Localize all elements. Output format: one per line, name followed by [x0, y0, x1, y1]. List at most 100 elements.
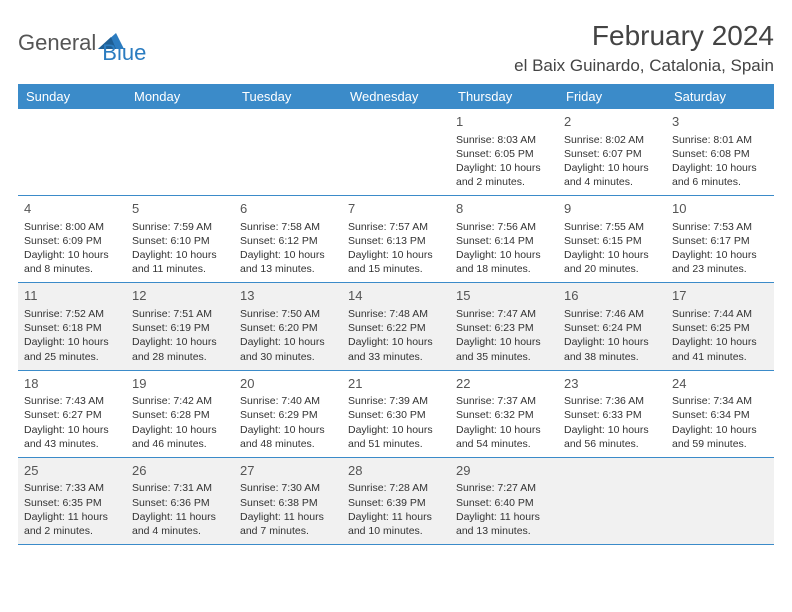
day-info-line: and 4 minutes. [132, 524, 228, 538]
day-info-line: Sunrise: 7:30 AM [240, 481, 336, 495]
day-info-line: Sunrise: 7:51 AM [132, 307, 228, 321]
day-cell: 19Sunrise: 7:42 AMSunset: 6:28 PMDayligh… [126, 371, 234, 457]
week-row: 25Sunrise: 7:33 AMSunset: 6:35 PMDayligh… [18, 458, 774, 545]
day-info-line: Daylight: 10 hours [348, 335, 444, 349]
day-info-line: Sunrise: 7:37 AM [456, 394, 552, 408]
day-info-line: Sunset: 6:19 PM [132, 321, 228, 335]
day-number: 20 [240, 375, 336, 393]
day-info-line: Sunset: 6:33 PM [564, 408, 660, 422]
day-number: 16 [564, 287, 660, 305]
day-info-line: and 20 minutes. [564, 262, 660, 276]
day-number: 10 [672, 200, 768, 218]
day-info-line: and 41 minutes. [672, 350, 768, 364]
day-info-line: Sunset: 6:36 PM [132, 496, 228, 510]
title-block: February 2024 el Baix Guinardo, Cataloni… [514, 20, 774, 76]
day-info-line: and 51 minutes. [348, 437, 444, 451]
day-info-line: and 23 minutes. [672, 262, 768, 276]
day-info-line: Sunset: 6:20 PM [240, 321, 336, 335]
day-info-line: Sunset: 6:12 PM [240, 234, 336, 248]
day-info-line: Sunset: 6:34 PM [672, 408, 768, 422]
day-cell: 29Sunrise: 7:27 AMSunset: 6:40 PMDayligh… [450, 458, 558, 544]
day-info-line: Sunrise: 7:40 AM [240, 394, 336, 408]
day-info-line: Sunrise: 7:43 AM [24, 394, 120, 408]
day-info-line: Sunset: 6:39 PM [348, 496, 444, 510]
day-cell: 21Sunrise: 7:39 AMSunset: 6:30 PMDayligh… [342, 371, 450, 457]
day-cell: 25Sunrise: 7:33 AMSunset: 6:35 PMDayligh… [18, 458, 126, 544]
day-number: 26 [132, 462, 228, 480]
day-info-line: Daylight: 10 hours [132, 335, 228, 349]
day-number: 29 [456, 462, 552, 480]
weekday-cell: Tuesday [234, 84, 342, 109]
day-cell: 26Sunrise: 7:31 AMSunset: 6:36 PMDayligh… [126, 458, 234, 544]
day-info-line: Sunset: 6:32 PM [456, 408, 552, 422]
day-number: 4 [24, 200, 120, 218]
day-info-line: Sunset: 6:14 PM [456, 234, 552, 248]
day-number: 7 [348, 200, 444, 218]
day-info-line: Sunrise: 8:02 AM [564, 133, 660, 147]
weekday-cell: Friday [558, 84, 666, 109]
day-info-line: and 13 minutes. [456, 524, 552, 538]
day-info-line: Daylight: 10 hours [564, 335, 660, 349]
day-info-line: and 54 minutes. [456, 437, 552, 451]
day-number: 14 [348, 287, 444, 305]
day-info-line: Daylight: 10 hours [564, 423, 660, 437]
day-number: 12 [132, 287, 228, 305]
day-number: 28 [348, 462, 444, 480]
weekday-cell: Saturday [666, 84, 774, 109]
day-info-line: Sunrise: 7:28 AM [348, 481, 444, 495]
page-header: General Blue February 2024 el Baix Guina… [18, 20, 774, 76]
day-cell: 9Sunrise: 7:55 AMSunset: 6:15 PMDaylight… [558, 196, 666, 282]
day-info-line: Sunrise: 7:53 AM [672, 220, 768, 234]
day-number: 1 [456, 113, 552, 131]
day-cell: 10Sunrise: 7:53 AMSunset: 6:17 PMDayligh… [666, 196, 774, 282]
day-info-line: Daylight: 11 hours [132, 510, 228, 524]
day-info-line: Sunset: 6:27 PM [24, 408, 120, 422]
day-number: 19 [132, 375, 228, 393]
day-number: 27 [240, 462, 336, 480]
day-cell: 12 Sunrise: 7:51 AMSunset: 6:19 PMDayligh… [126, 283, 234, 369]
day-cell [18, 109, 126, 195]
day-number: 8 [456, 200, 552, 218]
week-row: 18Sunrise: 7:43 AMSunset: 6:27 PMDayligh… [18, 371, 774, 458]
day-number: 9 [564, 200, 660, 218]
day-info-line: and 38 minutes. [564, 350, 660, 364]
day-info-line: Sunset: 6:05 PM [456, 147, 552, 161]
day-info-line: Sunset: 6:17 PM [672, 234, 768, 248]
day-info-line: Daylight: 10 hours [564, 248, 660, 262]
location-text: el Baix Guinardo, Catalonia, Spain [514, 56, 774, 76]
week-row: 11Sunrise: 7:52 AMSunset: 6:18 PMDayligh… [18, 283, 774, 370]
day-info-line: and 18 minutes. [456, 262, 552, 276]
day-info-line: Sunset: 6:38 PM [240, 496, 336, 510]
day-info-line: Sunrise: 7:57 AM [348, 220, 444, 234]
day-info-line: Sunset: 6:22 PM [348, 321, 444, 335]
day-info-line: and 56 minutes. [564, 437, 660, 451]
day-info-line: and 28 minutes. [132, 350, 228, 364]
day-info-line: Sunset: 6:25 PM [672, 321, 768, 335]
day-info-line: Sunrise: 7:52 AM [24, 307, 120, 321]
day-number: 2 [564, 113, 660, 131]
day-cell [126, 109, 234, 195]
week-row: 1Sunrise: 8:03 AMSunset: 6:05 PMDaylight… [18, 109, 774, 196]
day-info-line: Sunset: 6:10 PM [132, 234, 228, 248]
day-number: 22 [456, 375, 552, 393]
day-info-line: and 7 minutes. [240, 524, 336, 538]
day-cell [666, 458, 774, 544]
day-info-line: and 8 minutes. [24, 262, 120, 276]
day-info-line: and 46 minutes. [132, 437, 228, 451]
day-info-line: Daylight: 10 hours [672, 335, 768, 349]
day-info-line: Daylight: 10 hours [240, 423, 336, 437]
day-cell: 23Sunrise: 7:36 AMSunset: 6:33 PMDayligh… [558, 371, 666, 457]
day-info-line: Sunrise: 8:01 AM [672, 133, 768, 147]
weekday-header-row: SundayMondayTuesdayWednesdayThursdayFrid… [18, 84, 774, 109]
day-number: 24 [672, 375, 768, 393]
day-info-line: and 30 minutes. [240, 350, 336, 364]
day-info-line: Sunrise: 7:48 AM [348, 307, 444, 321]
day-info-line: Daylight: 10 hours [348, 423, 444, 437]
month-title: February 2024 [514, 20, 774, 52]
day-info-line: Sunrise: 7:39 AM [348, 394, 444, 408]
day-cell: 24Sunrise: 7:34 AMSunset: 6:34 PMDayligh… [666, 371, 774, 457]
weekday-cell: Wednesday [342, 84, 450, 109]
day-info-line: Daylight: 10 hours [132, 248, 228, 262]
day-info-line: Daylight: 10 hours [456, 335, 552, 349]
day-cell: 1Sunrise: 8:03 AMSunset: 6:05 PMDaylight… [450, 109, 558, 195]
